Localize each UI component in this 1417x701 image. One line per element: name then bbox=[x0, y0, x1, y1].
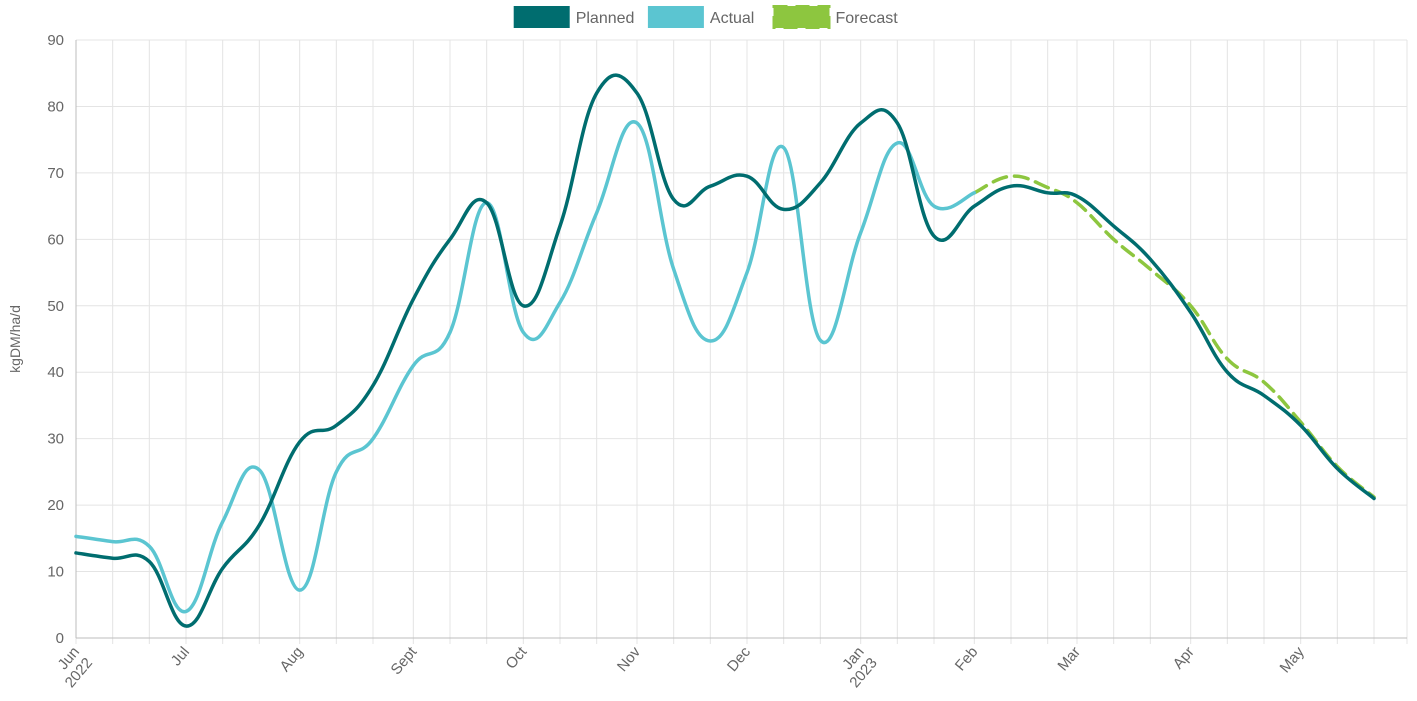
y-tick-label: 80 bbox=[47, 98, 64, 115]
y-tick-label: 40 bbox=[47, 364, 64, 381]
series-line-planned bbox=[74, 73, 1376, 628]
x-tick-label: Jul bbox=[168, 644, 193, 670]
y-tick-label: 20 bbox=[47, 497, 64, 514]
x-tick-text: Feb bbox=[952, 644, 982, 675]
x-tick-text: Oct bbox=[502, 643, 531, 672]
legend-swatch bbox=[647, 6, 704, 28]
grid-layer bbox=[75, 39, 1408, 644]
x-tick-label: Sept bbox=[388, 643, 421, 678]
series-line-forecast bbox=[972, 174, 1376, 499]
x-tick-label: Aug bbox=[277, 644, 307, 675]
legend-swatch bbox=[513, 6, 570, 28]
y-tick-label: 10 bbox=[47, 564, 64, 581]
legend-label: Planned bbox=[576, 10, 635, 27]
x-tick-text: Dec bbox=[724, 643, 754, 675]
x-tick-text: Jul bbox=[168, 644, 193, 670]
legend-item-forecast[interactable]: Forecast bbox=[772, 5, 899, 29]
x-tick-text: Apr bbox=[1170, 644, 1198, 673]
x-tick-label: May bbox=[1276, 643, 1308, 676]
legend-item-planned[interactable]: Planned bbox=[513, 6, 635, 28]
y-tick-label: 60 bbox=[47, 231, 64, 248]
y-tick-label: 90 bbox=[47, 32, 64, 49]
x-tick-label: Mar bbox=[1054, 644, 1084, 675]
x-tick-text: May bbox=[1276, 643, 1308, 676]
y-axis-title: kgDM/ha/d bbox=[7, 305, 23, 373]
y-tick-label: 70 bbox=[47, 165, 64, 182]
series-layer bbox=[74, 73, 1376, 628]
y-tick-label: 50 bbox=[47, 298, 64, 315]
x-tick-label: Feb bbox=[952, 644, 982, 675]
legend-label: Actual bbox=[710, 10, 754, 27]
x-tick-text: Sept bbox=[388, 643, 421, 678]
x-tick-label: Apr bbox=[1170, 644, 1198, 673]
x-tick-text: Mar bbox=[1054, 644, 1084, 675]
x-tick-label: Nov bbox=[614, 643, 644, 675]
legend-label: Forecast bbox=[836, 10, 899, 27]
x-tick-text: Nov bbox=[614, 643, 644, 675]
x-tick-label: Dec bbox=[724, 643, 754, 675]
x-tick-text: Aug bbox=[277, 644, 307, 675]
legend-swatch bbox=[772, 5, 831, 29]
series-line-actual bbox=[74, 120, 977, 614]
x-tick-label: Oct bbox=[502, 643, 531, 672]
legend-item-actual[interactable]: Actual bbox=[647, 6, 754, 28]
y-tick-label: 30 bbox=[47, 431, 64, 448]
y-tick-label: 0 bbox=[56, 630, 64, 647]
legend[interactable]: Planned Actual Forecast bbox=[513, 5, 899, 29]
